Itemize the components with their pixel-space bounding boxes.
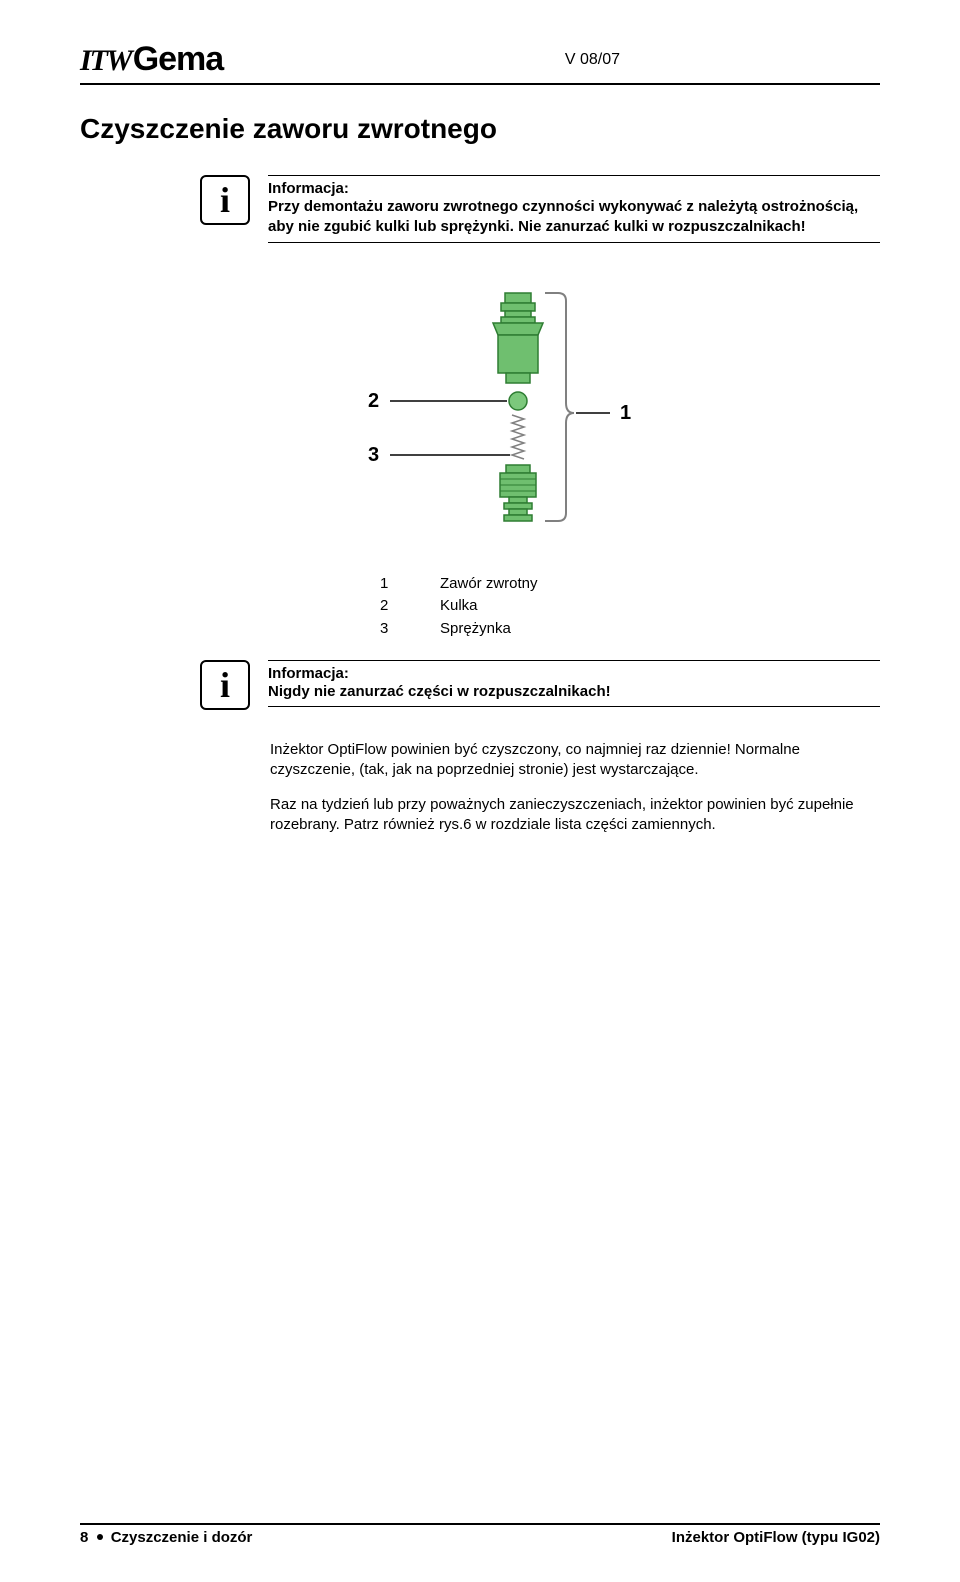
footer-row: 8 Czyszczenie i dozór Inżektor OptiFlow … xyxy=(80,1529,880,1546)
legend-row: 3 Sprężynka xyxy=(380,618,880,641)
info-icon-glyph: i xyxy=(220,182,230,218)
info-body-2: Informacja: Nigdy nie zanurzać części w … xyxy=(268,660,880,707)
legend-row: 1 Zawór zwrotny xyxy=(380,573,880,596)
ball xyxy=(509,392,527,410)
paragraph-2: Raz na tydzień lub przy poważnych zaniec… xyxy=(270,795,880,836)
legend-num: 2 xyxy=(380,595,440,618)
diagram: 1 2 3 xyxy=(80,283,880,543)
body-paragraphs: Inżektor OptiFlow powinien być czyszczon… xyxy=(270,740,880,835)
info-icon: i xyxy=(200,175,250,225)
paragraph-1: Inżektor OptiFlow powinien być czyszczon… xyxy=(270,740,880,781)
legend-row: 2 Kulka xyxy=(380,595,880,618)
info-icon: i xyxy=(200,660,250,710)
doc-version: V 08/07 xyxy=(565,51,620,69)
footer: 8 Czyszczenie i dozór Inżektor OptiFlow … xyxy=(80,1523,880,1546)
legend: 1 Zawór zwrotny 2 Kulka 3 Sprężynka xyxy=(380,573,880,641)
logo-gema: Gema xyxy=(133,40,224,79)
bottom-fitting xyxy=(500,465,536,521)
header-divider xyxy=(80,83,880,85)
valve-diagram-svg: 1 2 3 xyxy=(310,283,650,543)
diagram-label-3: 3 xyxy=(368,444,379,466)
page-number: 8 xyxy=(80,1529,88,1546)
footer-section: Czyszczenie i dozór xyxy=(111,1529,253,1546)
logo: ITW Gema xyxy=(80,40,223,79)
footer-left: 8 Czyszczenie i dozór xyxy=(80,1529,252,1546)
bullet-icon xyxy=(97,1534,103,1540)
legend-label: Kulka xyxy=(440,595,478,618)
diagram-label-1: 1 xyxy=(620,402,631,424)
page-title: Czyszczenie zaworu zwrotnego xyxy=(80,113,880,145)
footer-divider xyxy=(80,1523,880,1525)
info-text-2: Nigdy nie zanurzać części w rozpuszczaln… xyxy=(268,682,880,702)
logo-itw: ITW xyxy=(80,44,131,78)
info-block-2: i Informacja: Nigdy nie zanurzać części … xyxy=(200,660,880,710)
info-block-1: i Informacja: Przy demontażu zaworu zwro… xyxy=(200,175,880,243)
legend-label: Sprężynka xyxy=(440,618,511,641)
top-fitting xyxy=(493,293,543,383)
spring xyxy=(512,415,524,459)
header-row: ITW Gema V 08/07 xyxy=(80,40,880,79)
footer-right: Inżektor OptiFlow (typu IG02) xyxy=(672,1529,880,1546)
info-icon-glyph: i xyxy=(220,667,230,703)
info-label-1: Informacja: xyxy=(268,180,880,197)
legend-num: 3 xyxy=(380,618,440,641)
info-body-1: Informacja: Przy demontażu zaworu zwrotn… xyxy=(268,175,880,243)
info-text-1: Przy demontażu zaworu zwrotnego czynnośc… xyxy=(268,197,880,238)
info-label-2: Informacja: xyxy=(268,665,880,682)
legend-num: 1 xyxy=(380,573,440,596)
legend-label: Zawór zwrotny xyxy=(440,573,538,596)
bracket xyxy=(545,293,574,521)
diagram-label-2: 2 xyxy=(368,390,379,412)
